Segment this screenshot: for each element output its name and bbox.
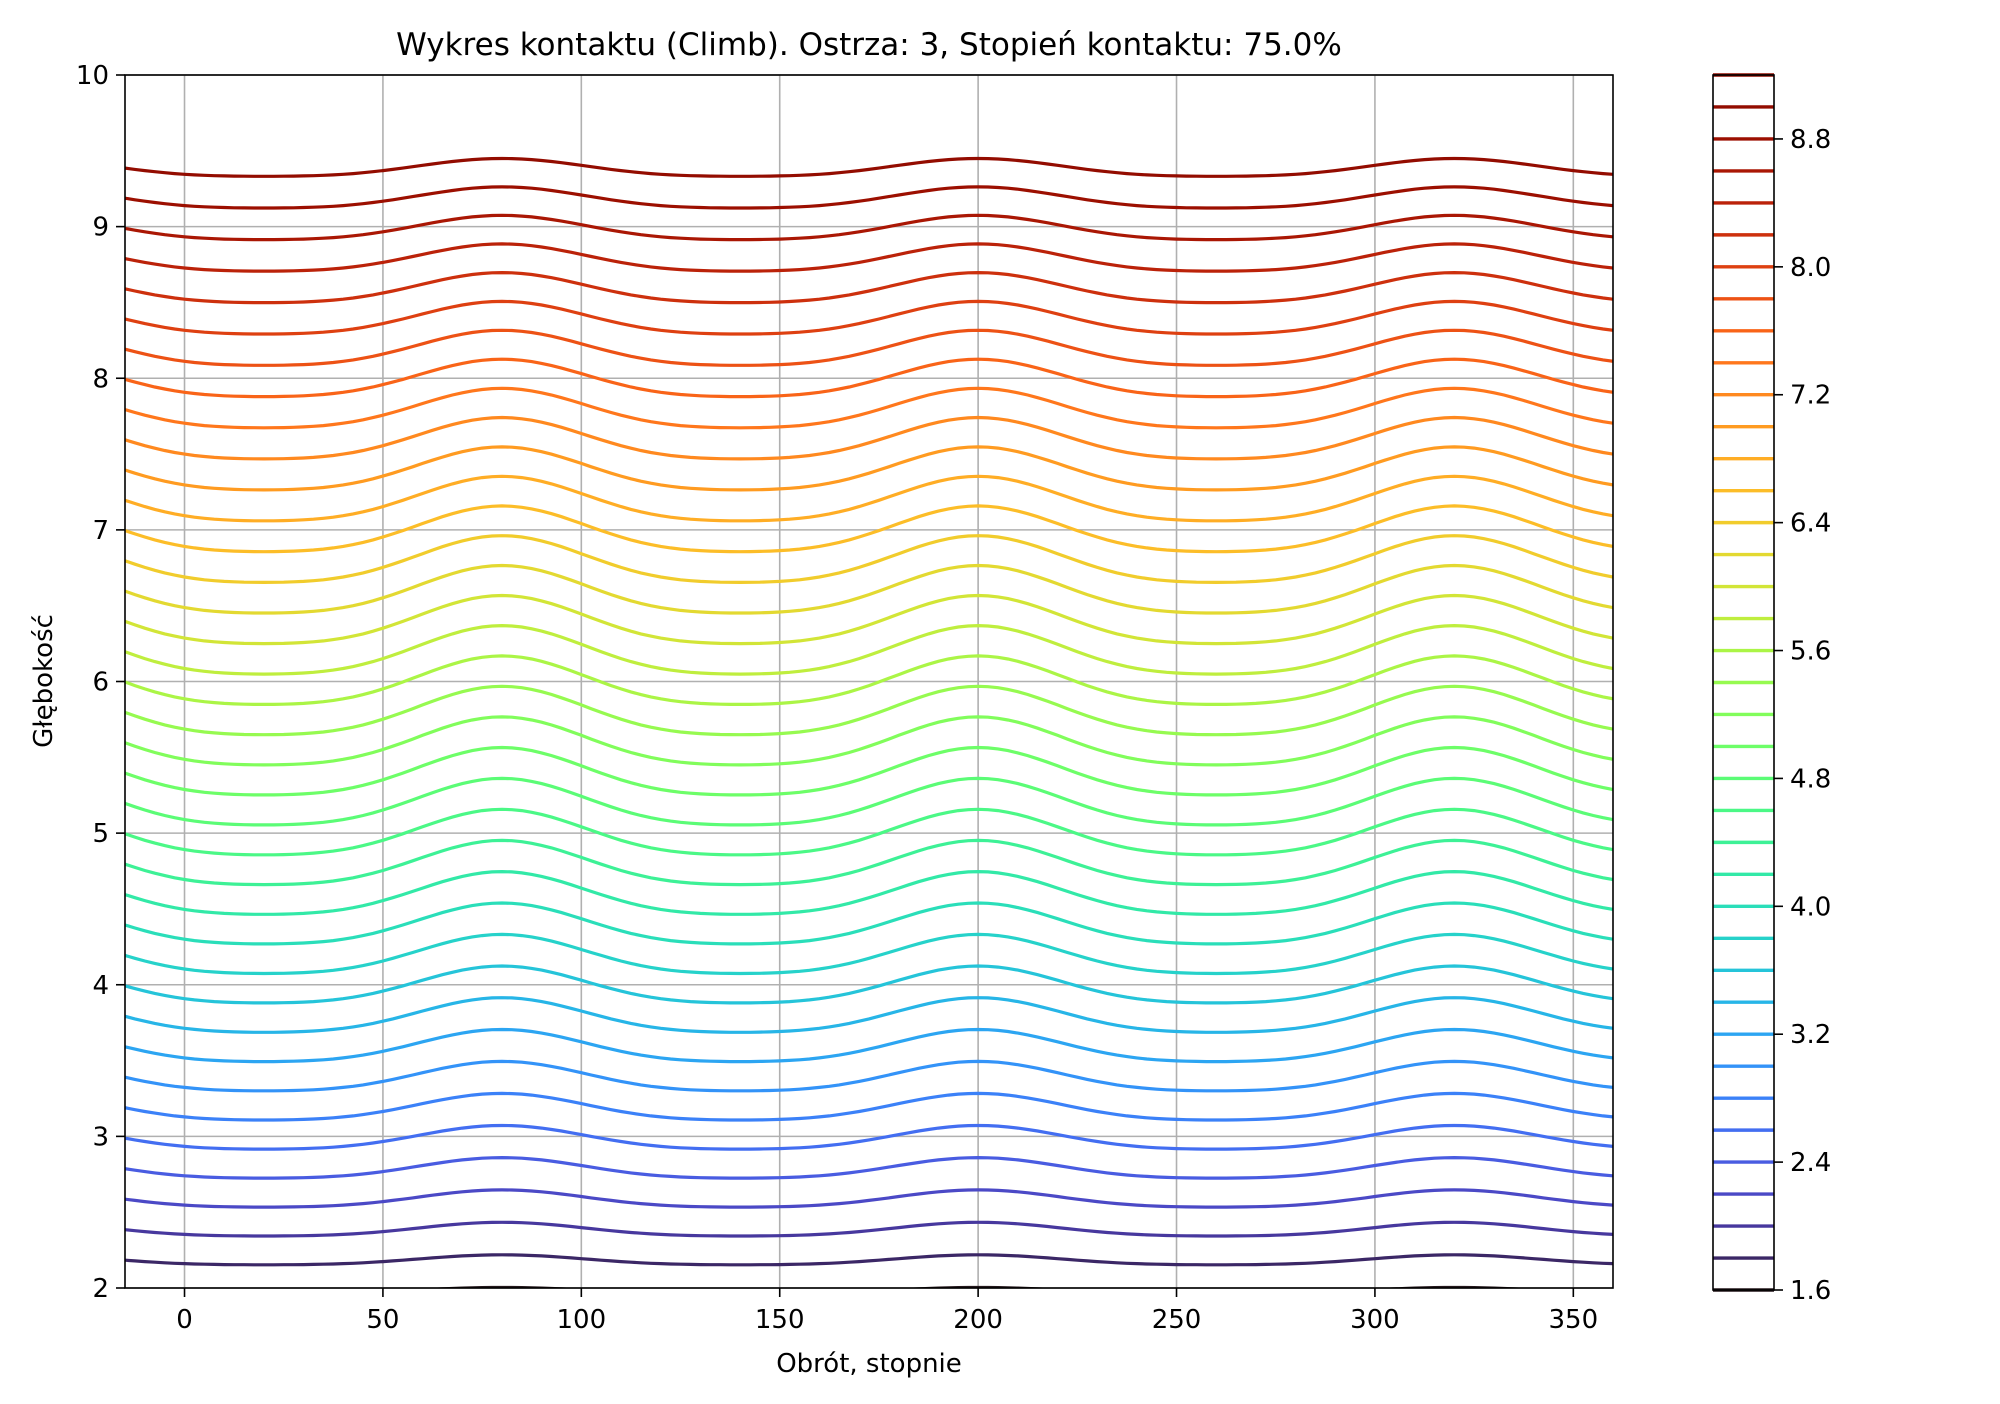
y-tick-label: 6 bbox=[92, 668, 109, 698]
contour-line-7.2 bbox=[125, 415, 1613, 461]
contour-line-7.0 bbox=[125, 445, 1613, 492]
x-tick-label: 350 bbox=[1548, 1305, 1598, 1335]
contour-lines bbox=[125, 156, 1613, 1288]
y-tick-label: 2 bbox=[92, 1274, 109, 1304]
colorbar-tick-label: 1.6 bbox=[1790, 1276, 1831, 1306]
x-axis: 0 50 100 150 200 250 300 350 bbox=[176, 1288, 1598, 1335]
contour-line-5.8 bbox=[125, 623, 1613, 676]
contour-line-6.2 bbox=[125, 563, 1613, 615]
chart-title: Wykres kontaktu (Climb). Ostrza: 3, Stop… bbox=[396, 27, 1342, 63]
colorbar-tick-label: 2.4 bbox=[1790, 1148, 1831, 1178]
contour-line-5.6 bbox=[125, 654, 1613, 706]
x-tick-label: 50 bbox=[366, 1305, 399, 1335]
colorbar-tick-label: 6.4 bbox=[1790, 509, 1831, 539]
contour-line-6.6 bbox=[125, 504, 1613, 554]
contour-line-7.8 bbox=[125, 328, 1613, 367]
colorbar-tick-label: 7.2 bbox=[1790, 381, 1831, 411]
contour-line-8.6 bbox=[125, 213, 1613, 242]
colorbar-frame bbox=[1712, 74, 1775, 1291]
colorbar-tick-label: 4.0 bbox=[1790, 892, 1831, 922]
contour-line-6.8 bbox=[125, 474, 1613, 523]
colorbar: 1.6 2.4 3.2 4.0 4.8 5.6 6.4 7.2 8.0 8.8 bbox=[1712, 73, 1831, 1306]
contour-line-5.0 bbox=[125, 745, 1613, 797]
colorbar-tick-label: 8.8 bbox=[1790, 125, 1831, 155]
x-tick-label: 100 bbox=[556, 1305, 606, 1335]
contour-line-8.8 bbox=[125, 185, 1613, 210]
y-tick-label: 5 bbox=[92, 819, 109, 849]
x-tick-label: 150 bbox=[755, 1305, 805, 1335]
contour-line-6.0 bbox=[125, 593, 1613, 646]
y-tick-label: 7 bbox=[92, 516, 109, 546]
x-tick-label: 200 bbox=[953, 1305, 1003, 1335]
contour-line-3.4 bbox=[125, 996, 1613, 1034]
y-tick-label: 10 bbox=[76, 61, 109, 91]
contour-line-2.8 bbox=[125, 1091, 1613, 1122]
contour-line-3.6 bbox=[125, 964, 1613, 1005]
contour-line-6.4 bbox=[125, 534, 1613, 585]
contour-line-2.2 bbox=[125, 1188, 1613, 1209]
contour-line-7.4 bbox=[125, 386, 1613, 430]
contour-line-4.2 bbox=[125, 869, 1613, 916]
y-tick-label: 8 bbox=[92, 364, 109, 394]
contour-line-2.0 bbox=[125, 1220, 1613, 1238]
contour-line-4.8 bbox=[125, 776, 1613, 827]
contour-line-3.8 bbox=[125, 932, 1613, 976]
colorbar-tick-label: 5.6 bbox=[1790, 637, 1831, 667]
contour-line-8.2 bbox=[125, 270, 1613, 305]
contour-line-3.0 bbox=[125, 1059, 1613, 1093]
contour-line-4.4 bbox=[125, 838, 1613, 887]
contour-line-4.6 bbox=[125, 807, 1613, 857]
contour-line-4.0 bbox=[125, 901, 1613, 946]
contour-line-5.2 bbox=[125, 715, 1613, 767]
y-tick-label: 4 bbox=[92, 971, 109, 1001]
contour-line-3.2 bbox=[125, 1027, 1613, 1064]
contour-line-2.6 bbox=[125, 1123, 1613, 1151]
contour-line-8.0 bbox=[125, 299, 1613, 336]
y-axis-label: Głębokość bbox=[29, 614, 59, 748]
y-tick-label: 9 bbox=[92, 213, 109, 243]
contour-line-5.4 bbox=[125, 684, 1613, 737]
colorbar-tick-label: 3.2 bbox=[1790, 1020, 1831, 1050]
y-tick-label: 3 bbox=[92, 1122, 109, 1152]
x-tick-label: 0 bbox=[176, 1305, 193, 1335]
contour-line-1.8 bbox=[125, 1253, 1613, 1267]
y-axis: 2 3 4 5 6 7 8 9 10 bbox=[76, 61, 125, 1304]
x-tick-label: 300 bbox=[1350, 1305, 1400, 1335]
colorbar-tick-label: 4.8 bbox=[1790, 764, 1831, 794]
colorbar-tick-label: 8.0 bbox=[1790, 253, 1831, 283]
contour-line-7.6 bbox=[125, 357, 1613, 399]
x-axis-label: Obrót, stopnie bbox=[776, 1349, 962, 1379]
contour-line-8.4 bbox=[125, 242, 1613, 273]
contour-line-2.4 bbox=[125, 1155, 1613, 1180]
contour-line-9.0 bbox=[125, 156, 1613, 178]
x-tick-label: 250 bbox=[1152, 1305, 1202, 1335]
